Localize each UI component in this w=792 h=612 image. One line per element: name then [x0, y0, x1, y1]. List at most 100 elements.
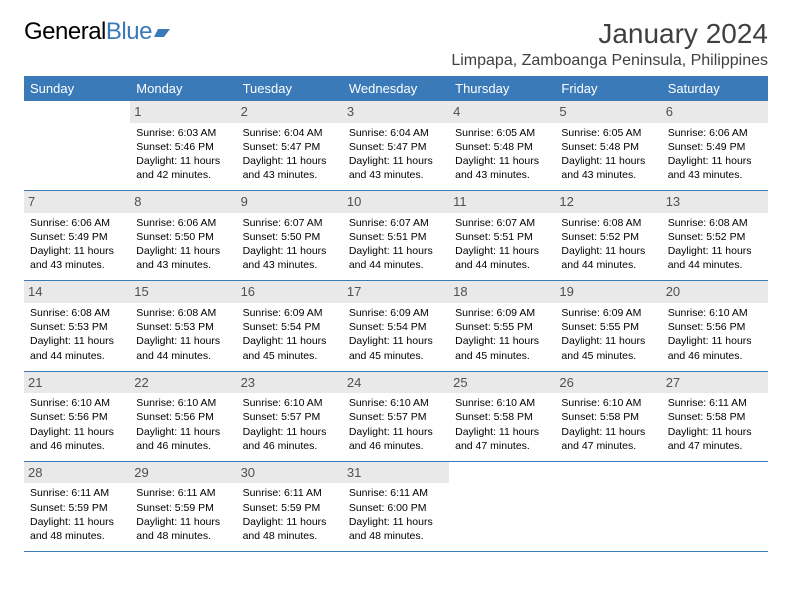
daylight-line: and 46 minutes. — [243, 439, 337, 453]
daylight-line: and 43 minutes. — [243, 168, 337, 182]
day-number: 27 — [662, 372, 768, 394]
sunset-line: Sunset: 5:51 PM — [455, 230, 549, 244]
daylight-line: Daylight: 11 hours — [30, 244, 124, 258]
sunset-line: Sunset: 5:56 PM — [136, 410, 230, 424]
day-number: 19 — [555, 281, 661, 303]
calendar-cell: 17Sunrise: 6:09 AMSunset: 5:54 PMDayligh… — [343, 281, 449, 371]
sunset-line: Sunset: 5:49 PM — [30, 230, 124, 244]
daylight-line: Daylight: 11 hours — [561, 154, 655, 168]
sunset-line: Sunset: 5:50 PM — [136, 230, 230, 244]
day-number: 31 — [343, 462, 449, 484]
sunrise-line: Sunrise: 6:06 AM — [136, 216, 230, 230]
day-number: 3 — [343, 101, 449, 123]
day-number: 7 — [24, 191, 130, 213]
sunrise-line: Sunrise: 6:07 AM — [243, 216, 337, 230]
day-number: 26 — [555, 372, 661, 394]
daylight-line: Daylight: 11 hours — [455, 334, 549, 348]
weekday-saturday: Saturday — [662, 77, 768, 101]
sunrise-line: Sunrise: 6:11 AM — [668, 396, 762, 410]
sunset-line: Sunset: 5:53 PM — [30, 320, 124, 334]
calendar-cell: 19Sunrise: 6:09 AMSunset: 5:55 PMDayligh… — [555, 281, 661, 371]
day-number: 28 — [24, 462, 130, 484]
sunset-line: Sunset: 5:48 PM — [561, 140, 655, 154]
sunset-line: Sunset: 5:54 PM — [243, 320, 337, 334]
month-title: January 2024 — [451, 18, 768, 50]
daylight-line: and 45 minutes. — [561, 349, 655, 363]
calendar-cell: 16Sunrise: 6:09 AMSunset: 5:54 PMDayligh… — [237, 281, 343, 371]
daylight-line: Daylight: 11 hours — [349, 515, 443, 529]
daylight-line: and 47 minutes. — [455, 439, 549, 453]
sunrise-line: Sunrise: 6:08 AM — [668, 216, 762, 230]
calendar-page: GeneralBlue January 2024 Limpapa, Zamboa… — [0, 0, 792, 552]
daylight-line: and 43 minutes. — [30, 258, 124, 272]
daylight-line: and 48 minutes. — [243, 529, 337, 543]
daylight-line: Daylight: 11 hours — [30, 425, 124, 439]
daylight-line: and 47 minutes. — [561, 439, 655, 453]
daylight-line: Daylight: 11 hours — [455, 244, 549, 258]
daylight-line: Daylight: 11 hours — [136, 244, 230, 258]
daylight-line: Daylight: 11 hours — [243, 334, 337, 348]
daylight-line: and 46 minutes. — [668, 349, 762, 363]
sunset-line: Sunset: 5:55 PM — [455, 320, 549, 334]
calendar-week-row: 7Sunrise: 6:06 AMSunset: 5:49 PMDaylight… — [24, 191, 768, 281]
daylight-line: and 44 minutes. — [668, 258, 762, 272]
day-number: 29 — [130, 462, 236, 484]
daylight-line: and 46 minutes. — [30, 439, 124, 453]
daylight-line: and 46 minutes. — [349, 439, 443, 453]
calendar-cell: 4Sunrise: 6:05 AMSunset: 5:48 PMDaylight… — [449, 101, 555, 191]
calendar-cell — [662, 461, 768, 551]
calendar-cell — [449, 461, 555, 551]
calendar-week-row: 1Sunrise: 6:03 AMSunset: 5:46 PMDaylight… — [24, 101, 768, 191]
calendar-cell: 5Sunrise: 6:05 AMSunset: 5:48 PMDaylight… — [555, 101, 661, 191]
sunset-line: Sunset: 5:46 PM — [136, 140, 230, 154]
day-number: 2 — [237, 101, 343, 123]
calendar-cell: 14Sunrise: 6:08 AMSunset: 5:53 PMDayligh… — [24, 281, 130, 371]
calendar-week-row: 14Sunrise: 6:08 AMSunset: 5:53 PMDayligh… — [24, 281, 768, 371]
daylight-line: and 42 minutes. — [136, 168, 230, 182]
weekday-friday: Friday — [555, 77, 661, 101]
calendar-cell: 7Sunrise: 6:06 AMSunset: 5:49 PMDaylight… — [24, 191, 130, 281]
sunset-line: Sunset: 5:50 PM — [243, 230, 337, 244]
sunrise-line: Sunrise: 6:08 AM — [136, 306, 230, 320]
sunset-line: Sunset: 5:53 PM — [136, 320, 230, 334]
sunrise-line: Sunrise: 6:10 AM — [561, 396, 655, 410]
daylight-line: and 45 minutes. — [349, 349, 443, 363]
daylight-line: and 43 minutes. — [349, 168, 443, 182]
page-header: GeneralBlue January 2024 Limpapa, Zamboa… — [24, 18, 768, 70]
calendar-cell: 28Sunrise: 6:11 AMSunset: 5:59 PMDayligh… — [24, 461, 130, 551]
daylight-line: Daylight: 11 hours — [561, 244, 655, 258]
brand-general: General — [24, 18, 106, 46]
calendar-cell: 13Sunrise: 6:08 AMSunset: 5:52 PMDayligh… — [662, 191, 768, 281]
sunrise-line: Sunrise: 6:07 AM — [455, 216, 549, 230]
daylight-line: and 44 minutes. — [30, 349, 124, 363]
sunset-line: Sunset: 5:59 PM — [30, 501, 124, 515]
sunset-line: Sunset: 5:52 PM — [561, 230, 655, 244]
calendar-cell: 24Sunrise: 6:10 AMSunset: 5:57 PMDayligh… — [343, 371, 449, 461]
sunrise-line: Sunrise: 6:10 AM — [30, 396, 124, 410]
brand-blue: Blue — [106, 18, 152, 46]
sunrise-line: Sunrise: 6:05 AM — [561, 126, 655, 140]
calendar-cell: 29Sunrise: 6:11 AMSunset: 5:59 PMDayligh… — [130, 461, 236, 551]
sunset-line: Sunset: 5:59 PM — [136, 501, 230, 515]
day-number: 8 — [130, 191, 236, 213]
day-number: 18 — [449, 281, 555, 303]
sunset-line: Sunset: 5:54 PM — [349, 320, 443, 334]
sunrise-line: Sunrise: 6:05 AM — [455, 126, 549, 140]
calendar-body: 1Sunrise: 6:03 AMSunset: 5:46 PMDaylight… — [24, 101, 768, 552]
sunset-line: Sunset: 5:57 PM — [243, 410, 337, 424]
weekday-wednesday: Wednesday — [343, 77, 449, 101]
sunrise-line: Sunrise: 6:10 AM — [455, 396, 549, 410]
day-number: 15 — [130, 281, 236, 303]
brand-mark-icon — [154, 18, 170, 34]
daylight-line: Daylight: 11 hours — [668, 244, 762, 258]
sunrise-line: Sunrise: 6:10 AM — [668, 306, 762, 320]
daylight-line: Daylight: 11 hours — [136, 425, 230, 439]
weekday-sunday: Sunday — [24, 77, 130, 101]
weekday-tuesday: Tuesday — [237, 77, 343, 101]
brand-logo: GeneralBlue — [24, 18, 170, 46]
calendar-cell: 27Sunrise: 6:11 AMSunset: 5:58 PMDayligh… — [662, 371, 768, 461]
sunset-line: Sunset: 5:56 PM — [30, 410, 124, 424]
calendar-cell: 26Sunrise: 6:10 AMSunset: 5:58 PMDayligh… — [555, 371, 661, 461]
daylight-line: Daylight: 11 hours — [349, 425, 443, 439]
daylight-line: and 45 minutes. — [455, 349, 549, 363]
